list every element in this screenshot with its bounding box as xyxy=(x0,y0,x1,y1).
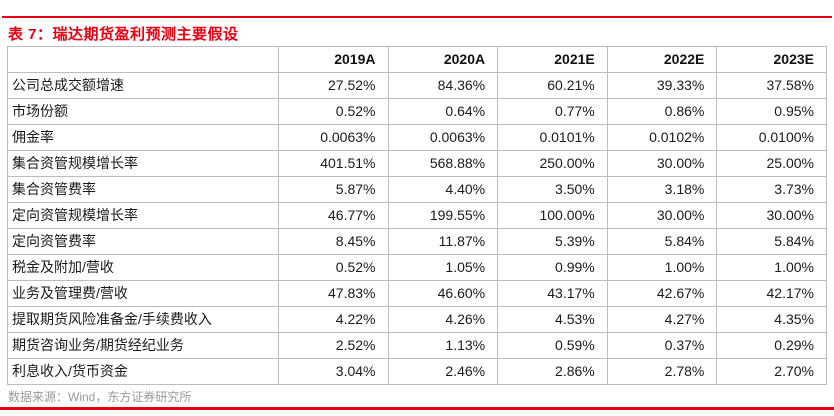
row-value: 37.58% xyxy=(716,72,827,99)
row-value: 3.50% xyxy=(497,176,608,203)
row-value: 0.86% xyxy=(606,98,718,125)
row-value: 5.39% xyxy=(497,228,608,255)
row-value: 0.64% xyxy=(387,98,499,125)
table-row: 定向资管费率 8.45% 11.87% 5.39% 5.84% 5.84% xyxy=(7,228,827,255)
table-row: 提取期货风险准备金/手续费收入 4.22% 4.26% 4.53% 4.27% 4.35% xyxy=(7,306,827,333)
row-value: 2.78% xyxy=(606,358,718,385)
row-value: 11.87% xyxy=(387,228,499,255)
row-label: 公司总成交额增速 xyxy=(7,72,279,99)
row-value: 27.52% xyxy=(277,72,389,99)
table-row: 业务及管理费/营收 47.83% 46.60% 43.17% 42.67% 42.17% xyxy=(7,280,827,307)
row-value: 5.84% xyxy=(606,228,718,255)
table-header-row: 2019A 2020A 2021E 2022E 2023E xyxy=(7,46,827,73)
row-value: 4.35% xyxy=(716,306,827,333)
row-value: 42.67% xyxy=(606,280,718,307)
column-header-year: 2020A xyxy=(387,46,499,73)
column-header-year: 2019A xyxy=(277,46,389,73)
row-value: 568.88% xyxy=(387,150,499,177)
row-value: 0.29% xyxy=(716,332,827,359)
row-value: 4.40% xyxy=(387,176,499,203)
row-value: 2.86% xyxy=(497,358,608,385)
row-value: 2.70% xyxy=(716,358,827,385)
table-row: 市场份额 0.52% 0.64% 0.77% 0.86% 0.95% xyxy=(7,98,827,125)
row-value: 1.00% xyxy=(716,254,827,281)
row-value: 43.17% xyxy=(497,280,608,307)
row-value: 4.53% xyxy=(497,306,608,333)
column-header-year: 2022E xyxy=(606,46,718,73)
table-row: 集合资管费率 5.87% 4.40% 3.50% 3.18% 3.73% xyxy=(7,176,827,203)
table-row: 期货咨询业务/期货经纪业务 2.52% 1.13% 0.59% 0.37% 0.29% xyxy=(7,332,827,359)
row-value: 0.0101% xyxy=(497,124,608,151)
row-value: 0.52% xyxy=(277,254,389,281)
column-header-year: 2021E xyxy=(497,46,608,73)
row-value: 100.00% xyxy=(497,202,608,229)
row-label: 市场份额 xyxy=(7,98,279,125)
row-label: 利息收入/货币资金 xyxy=(7,358,279,385)
row-value: 0.77% xyxy=(497,98,608,125)
row-value: 3.04% xyxy=(277,358,389,385)
table-row: 定向资管规模增长率 46.77% 199.55% 100.00% 30.00% 30.00… xyxy=(7,202,827,229)
row-value: 4.26% xyxy=(387,306,499,333)
row-value: 0.0063% xyxy=(277,124,389,151)
row-value: 5.87% xyxy=(277,176,389,203)
top-red-rule xyxy=(2,16,832,18)
row-label: 税金及附加/营收 xyxy=(7,254,279,281)
row-value: 0.99% xyxy=(497,254,608,281)
row-value: 401.51% xyxy=(277,150,389,177)
row-label: 集合资管费率 xyxy=(7,176,279,203)
row-value: 60.21% xyxy=(497,72,608,99)
table-title: 表 7：瑞达期货盈利预测主要假设 xyxy=(8,26,239,43)
row-value: 84.36% xyxy=(387,72,499,99)
row-value: 2.52% xyxy=(277,332,389,359)
row-value: 3.18% xyxy=(606,176,718,203)
table-row: 集合资管规模增长率 401.51% 568.88% 250.00% 30.00% 25.0… xyxy=(7,150,827,177)
row-value: 0.0100% xyxy=(716,124,827,151)
row-value: 25.00% xyxy=(716,150,827,177)
data-source-note: 数据来源：Wind，东方证券研究所 xyxy=(8,390,192,404)
bottom-red-rule xyxy=(0,407,834,410)
row-value: 1.05% xyxy=(387,254,499,281)
row-value: 250.00% xyxy=(497,150,608,177)
row-label: 佣金率 xyxy=(7,124,279,151)
row-value: 2.46% xyxy=(387,358,499,385)
table-row: 公司总成交额增速 27.52% 84.36% 60.21% 39.33% 37.58% xyxy=(7,72,827,99)
row-value: 0.59% xyxy=(497,332,608,359)
row-value: 1.00% xyxy=(606,254,718,281)
row-label: 期货咨询业务/期货经纪业务 xyxy=(7,332,279,359)
row-value: 30.00% xyxy=(716,202,827,229)
table-head: 2019A 2020A 2021E 2022E 2023E xyxy=(7,46,827,73)
row-value: 3.73% xyxy=(716,176,827,203)
table-body: 公司总成交额增速 27.52% 84.36% 60.21% 39.33% 37.58% 市场… xyxy=(7,72,827,385)
row-value: 5.84% xyxy=(716,228,827,255)
table-row: 税金及附加/营收 0.52% 1.05% 0.99% 1.00% 1.00% xyxy=(7,254,827,281)
row-value: 8.45% xyxy=(277,228,389,255)
row-value: 0.0102% xyxy=(606,124,718,151)
row-label: 提取期货风险准备金/手续费收入 xyxy=(7,306,279,333)
row-value: 46.60% xyxy=(387,280,499,307)
column-header-year: 2023E xyxy=(716,46,827,73)
row-value: 47.83% xyxy=(277,280,389,307)
row-label: 业务及管理费/营收 xyxy=(7,280,279,307)
row-value: 30.00% xyxy=(606,150,718,177)
row-value: 42.17% xyxy=(716,280,827,307)
row-value: 39.33% xyxy=(606,72,718,99)
corner-empty-cell xyxy=(7,46,279,73)
row-label: 定向资管费率 xyxy=(7,228,279,255)
row-value: 0.0063% xyxy=(387,124,499,151)
row-value: 46.77% xyxy=(277,202,389,229)
row-value: 0.95% xyxy=(716,98,827,125)
row-label: 集合资管规模增长率 xyxy=(7,150,279,177)
row-value: 30.00% xyxy=(606,202,718,229)
table-row: 佣金率 0.0063% 0.0063% 0.0101% 0.0102% 0.0100% xyxy=(7,124,827,151)
row-value: 1.13% xyxy=(387,332,499,359)
row-label: 定向资管规模增长率 xyxy=(7,202,279,229)
assumptions-table-container: 2019A 2020A 2021E 2022E 2023E 公司总成交额增速 27.52%… xyxy=(7,46,827,385)
row-value: 4.22% xyxy=(277,306,389,333)
row-value: 0.52% xyxy=(277,98,389,125)
row-value: 4.27% xyxy=(606,306,718,333)
row-value: 199.55% xyxy=(387,202,499,229)
assumptions-table: 2019A 2020A 2021E 2022E 2023E 公司总成交额增速 27.52%… xyxy=(7,46,827,385)
table-row: 利息收入/货币资金 3.04% 2.46% 2.86% 2.78% 2.70% xyxy=(7,358,827,385)
row-value: 0.37% xyxy=(606,332,718,359)
